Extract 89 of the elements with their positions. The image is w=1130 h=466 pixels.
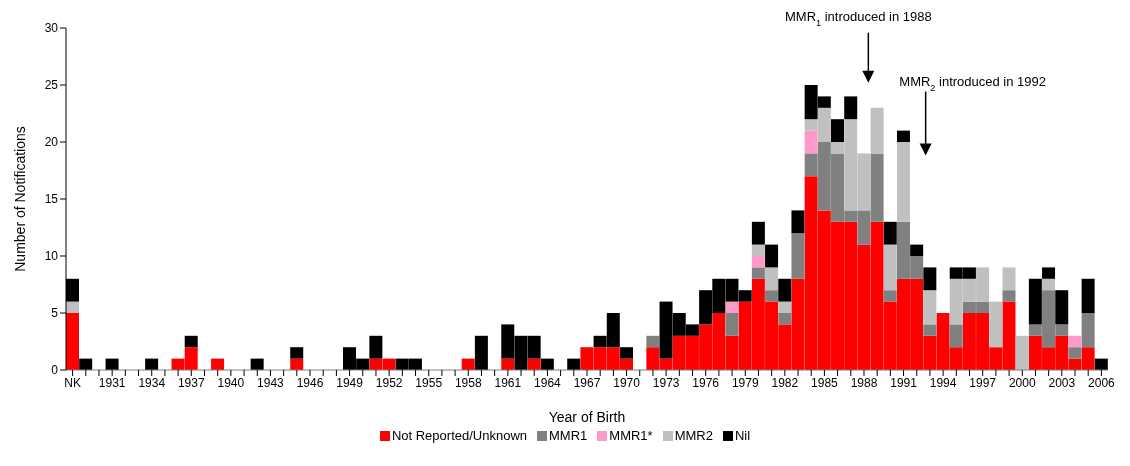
x-tick-label: NK: [64, 375, 81, 390]
bar: [831, 119, 845, 142]
bar: [66, 313, 79, 370]
bar: [896, 142, 910, 222]
text: MMR$_{1}$ introduced in 1988: [784, 8, 932, 28]
x-tick-label: 1949: [336, 375, 364, 390]
x-tick-label: 1952: [375, 375, 403, 390]
x-tick-label: 1991: [890, 375, 918, 390]
bar: [1028, 278, 1042, 325]
bar: [751, 244, 765, 256]
bar: [896, 130, 910, 142]
bar: [870, 107, 884, 154]
x-tick-label: 1940: [217, 375, 245, 390]
bar: [1015, 335, 1029, 370]
y-tick-label: 15: [44, 192, 59, 207]
bar: [778, 313, 792, 325]
legend-label: Not Reported/Unknown: [390, 428, 528, 443]
bar: [1081, 313, 1095, 348]
bar: [369, 335, 383, 359]
bar: [725, 301, 739, 313]
x-tick-label: 1964: [534, 375, 562, 390]
bar: [765, 267, 779, 291]
x-tick-label: 1958: [454, 375, 482, 390]
bar: [184, 335, 198, 348]
bar: [910, 244, 924, 256]
x-tick-label: 1961: [494, 375, 522, 390]
bar: [844, 96, 858, 120]
y-tick-label: 10: [44, 249, 59, 264]
bar: [804, 130, 818, 154]
bar: [989, 301, 1003, 348]
x-tick-label: 1982: [771, 375, 799, 390]
bar: [765, 244, 779, 268]
y-axis-title: Number of Notifications: [11, 126, 28, 272]
x-tick-label: 1988: [850, 375, 878, 390]
x-tick-label: 1943: [257, 375, 285, 390]
x-tick-label: 1997: [969, 375, 997, 390]
annotation: MMR$_{2}$ introduced in 1992: [899, 73, 1046, 93]
bar: [646, 335, 660, 348]
y-tick-label: 20: [44, 135, 59, 150]
bar: [725, 313, 739, 336]
bar: [765, 290, 779, 302]
x-tick-label: 1985: [811, 375, 839, 390]
bar: [1042, 267, 1056, 279]
x-tick-label: 1955: [415, 375, 443, 390]
y-tick-label: 5: [51, 306, 59, 321]
bar: [1068, 347, 1082, 359]
x-tick-label: 1979: [731, 375, 759, 390]
x-tick-label: 1937: [177, 375, 205, 390]
bar: [1081, 278, 1095, 313]
bar: [883, 221, 897, 245]
bar: [923, 290, 937, 325]
bar: [778, 301, 792, 313]
y-tick-label: 0: [51, 363, 59, 378]
bar: [883, 244, 897, 291]
bar: [1042, 278, 1056, 291]
x-tick-label: 1946: [296, 375, 324, 390]
x-axis-title: Year of Birth: [548, 409, 626, 425]
legend-label: MMR2: [673, 428, 713, 443]
bar: [1002, 267, 1016, 291]
legend-label: MMR1: [548, 428, 588, 443]
y-tick-label: 25: [44, 78, 59, 93]
x-tick-label: 1994: [929, 375, 957, 390]
bar: [751, 267, 765, 279]
bar: [751, 256, 765, 268]
bar: [923, 267, 937, 291]
x-tick-label: 1970: [613, 375, 641, 390]
bar: [1068, 335, 1082, 348]
legend-label: MMR1*: [608, 428, 653, 443]
x-tick-label: 2003: [1048, 375, 1076, 390]
bar: [619, 347, 633, 359]
bar: [751, 221, 765, 245]
bar: [949, 324, 963, 348]
y-tick-label: 30: [44, 21, 59, 36]
x-tick-label: 1976: [692, 375, 720, 390]
x-tick-label: 1931: [98, 375, 126, 390]
bar: [1002, 290, 1016, 302]
x-tick-label: 1934: [138, 375, 166, 390]
x-tick-label: 1967: [573, 375, 601, 390]
x-tick-label: 1973: [652, 375, 680, 390]
bar: [791, 210, 805, 234]
bar: [290, 347, 304, 359]
bar: [923, 324, 937, 336]
x-tick-label: 2000: [1008, 375, 1036, 390]
bar: [883, 290, 897, 302]
bar: [1055, 290, 1069, 325]
bar: [778, 278, 792, 302]
x-tick-label: 2006: [1088, 375, 1116, 390]
legend-label: Nil: [733, 428, 751, 443]
bar: [791, 233, 805, 279]
